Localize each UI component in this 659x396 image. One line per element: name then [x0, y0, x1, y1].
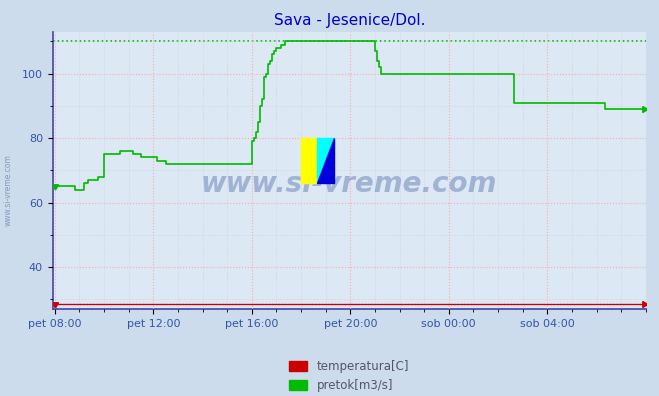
Text: www.si-vreme.com: www.si-vreme.com [4, 154, 13, 226]
Legend: temperatura[C], pretok[m3/s]: temperatura[C], pretok[m3/s] [289, 360, 409, 392]
Bar [301, 138, 318, 183]
Title: Sava - Jesenice/Dol.: Sava - Jesenice/Dol. [273, 13, 425, 28]
Text: www.si-vreme.com: www.si-vreme.com [201, 170, 498, 198]
Polygon shape [318, 138, 334, 183]
Polygon shape [318, 138, 334, 183]
